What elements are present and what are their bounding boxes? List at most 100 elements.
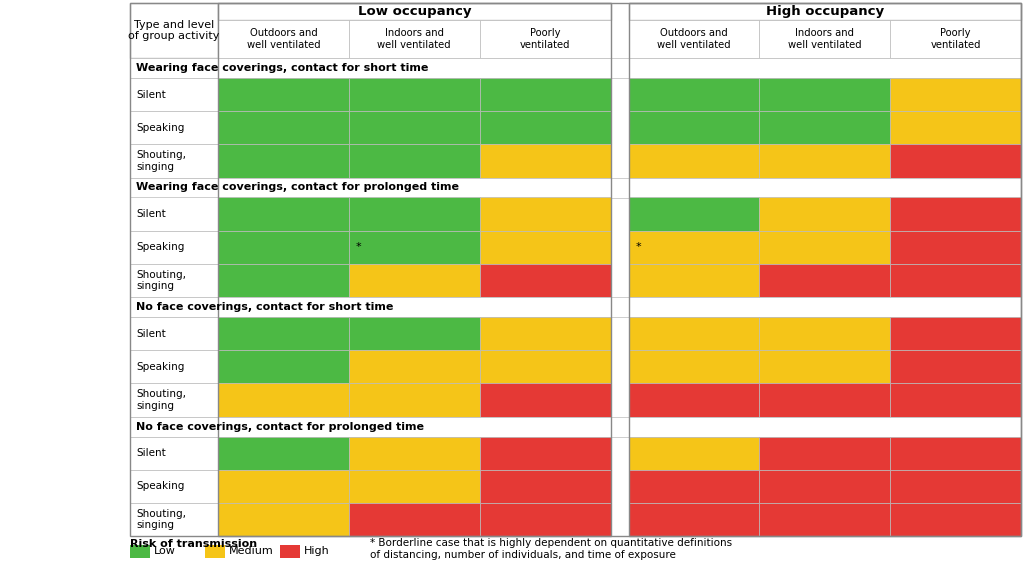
Bar <box>130 317 218 350</box>
Bar <box>479 503 610 536</box>
Text: Shouting,
singing: Shouting, singing <box>136 509 186 530</box>
Bar <box>760 145 890 177</box>
Text: *: * <box>355 242 361 252</box>
Bar <box>890 350 1021 384</box>
Bar <box>629 145 760 177</box>
Text: Outdoors and
well ventilated: Outdoors and well ventilated <box>247 28 321 50</box>
Text: Speaking: Speaking <box>136 482 184 491</box>
Text: Silent: Silent <box>136 90 166 100</box>
Bar <box>218 437 349 469</box>
Bar <box>890 437 1021 469</box>
Bar <box>349 350 479 384</box>
Bar <box>218 78 349 111</box>
Bar <box>130 198 218 230</box>
Text: Outdoors and
well ventilated: Outdoors and well ventilated <box>657 28 731 50</box>
Bar <box>760 20 890 58</box>
Bar <box>218 145 349 177</box>
Bar <box>890 469 1021 503</box>
Text: * Borderline case that is highly dependent on quantitative definitions
of distan: * Borderline case that is highly depende… <box>370 538 732 560</box>
Bar <box>349 384 479 416</box>
Bar <box>130 545 150 558</box>
Text: *: * <box>636 242 641 252</box>
Bar <box>890 264 1021 297</box>
Bar <box>479 20 610 58</box>
Bar <box>629 198 760 230</box>
Bar <box>349 503 479 536</box>
Bar <box>130 145 218 177</box>
Text: Low: Low <box>154 547 176 556</box>
Bar <box>130 350 218 384</box>
Bar <box>218 384 349 416</box>
Text: Speaking: Speaking <box>136 242 184 252</box>
Bar <box>479 350 610 384</box>
Bar <box>629 317 760 350</box>
Text: No face coverings, contact for prolonged time: No face coverings, contact for prolonged… <box>136 422 424 431</box>
Bar <box>218 264 349 297</box>
Bar <box>218 111 349 145</box>
Bar <box>760 350 890 384</box>
Bar <box>760 230 890 264</box>
Bar <box>280 545 300 558</box>
Bar <box>130 416 1021 437</box>
Bar <box>349 230 479 264</box>
Text: No face coverings, contact for short time: No face coverings, contact for short tim… <box>136 302 393 312</box>
Bar <box>890 78 1021 111</box>
Bar <box>130 503 218 536</box>
Bar <box>218 317 349 350</box>
Text: Silent: Silent <box>136 209 166 219</box>
Bar <box>349 111 479 145</box>
Bar <box>479 469 610 503</box>
Bar <box>629 230 760 264</box>
Bar <box>479 78 610 111</box>
Bar <box>760 198 890 230</box>
Bar <box>760 78 890 111</box>
Bar <box>760 503 890 536</box>
Bar <box>130 469 218 503</box>
Text: Poorly
ventilated: Poorly ventilated <box>520 28 570 50</box>
Bar <box>629 469 760 503</box>
Text: Speaking: Speaking <box>136 362 184 372</box>
Bar <box>349 437 479 469</box>
Bar <box>130 177 1021 198</box>
Bar <box>130 58 1021 78</box>
Bar <box>760 384 890 416</box>
Bar <box>629 437 760 469</box>
Bar <box>479 145 610 177</box>
Bar <box>130 230 218 264</box>
Text: Shouting,
singing: Shouting, singing <box>136 270 186 291</box>
Text: Wearing face coverings, contact for prolonged time: Wearing face coverings, contact for prol… <box>136 183 459 192</box>
Text: Shouting,
singing: Shouting, singing <box>136 389 186 411</box>
Bar <box>349 469 479 503</box>
Bar <box>218 469 349 503</box>
Bar <box>130 78 218 111</box>
Bar <box>218 503 349 536</box>
Text: Medium: Medium <box>229 547 273 556</box>
Bar <box>349 20 479 58</box>
Bar <box>760 437 890 469</box>
Bar <box>890 384 1021 416</box>
Bar <box>629 384 760 416</box>
Bar <box>218 3 610 20</box>
Bar <box>349 198 479 230</box>
Bar <box>218 230 349 264</box>
Bar <box>349 145 479 177</box>
Bar <box>130 297 1021 317</box>
Bar <box>130 111 218 145</box>
Text: Poorly
ventilated: Poorly ventilated <box>931 28 981 50</box>
Bar <box>890 503 1021 536</box>
Text: Shouting,
singing: Shouting, singing <box>136 150 186 172</box>
Bar <box>130 3 218 58</box>
Bar <box>890 230 1021 264</box>
Text: Low occupancy: Low occupancy <box>357 5 471 18</box>
Bar <box>629 78 760 111</box>
Bar <box>349 317 479 350</box>
Bar <box>479 198 610 230</box>
Bar <box>479 230 610 264</box>
Bar <box>479 384 610 416</box>
Bar <box>760 264 890 297</box>
Bar <box>890 111 1021 145</box>
Bar <box>349 78 479 111</box>
Bar <box>629 20 760 58</box>
Text: Silent: Silent <box>136 328 166 339</box>
Bar <box>629 111 760 145</box>
